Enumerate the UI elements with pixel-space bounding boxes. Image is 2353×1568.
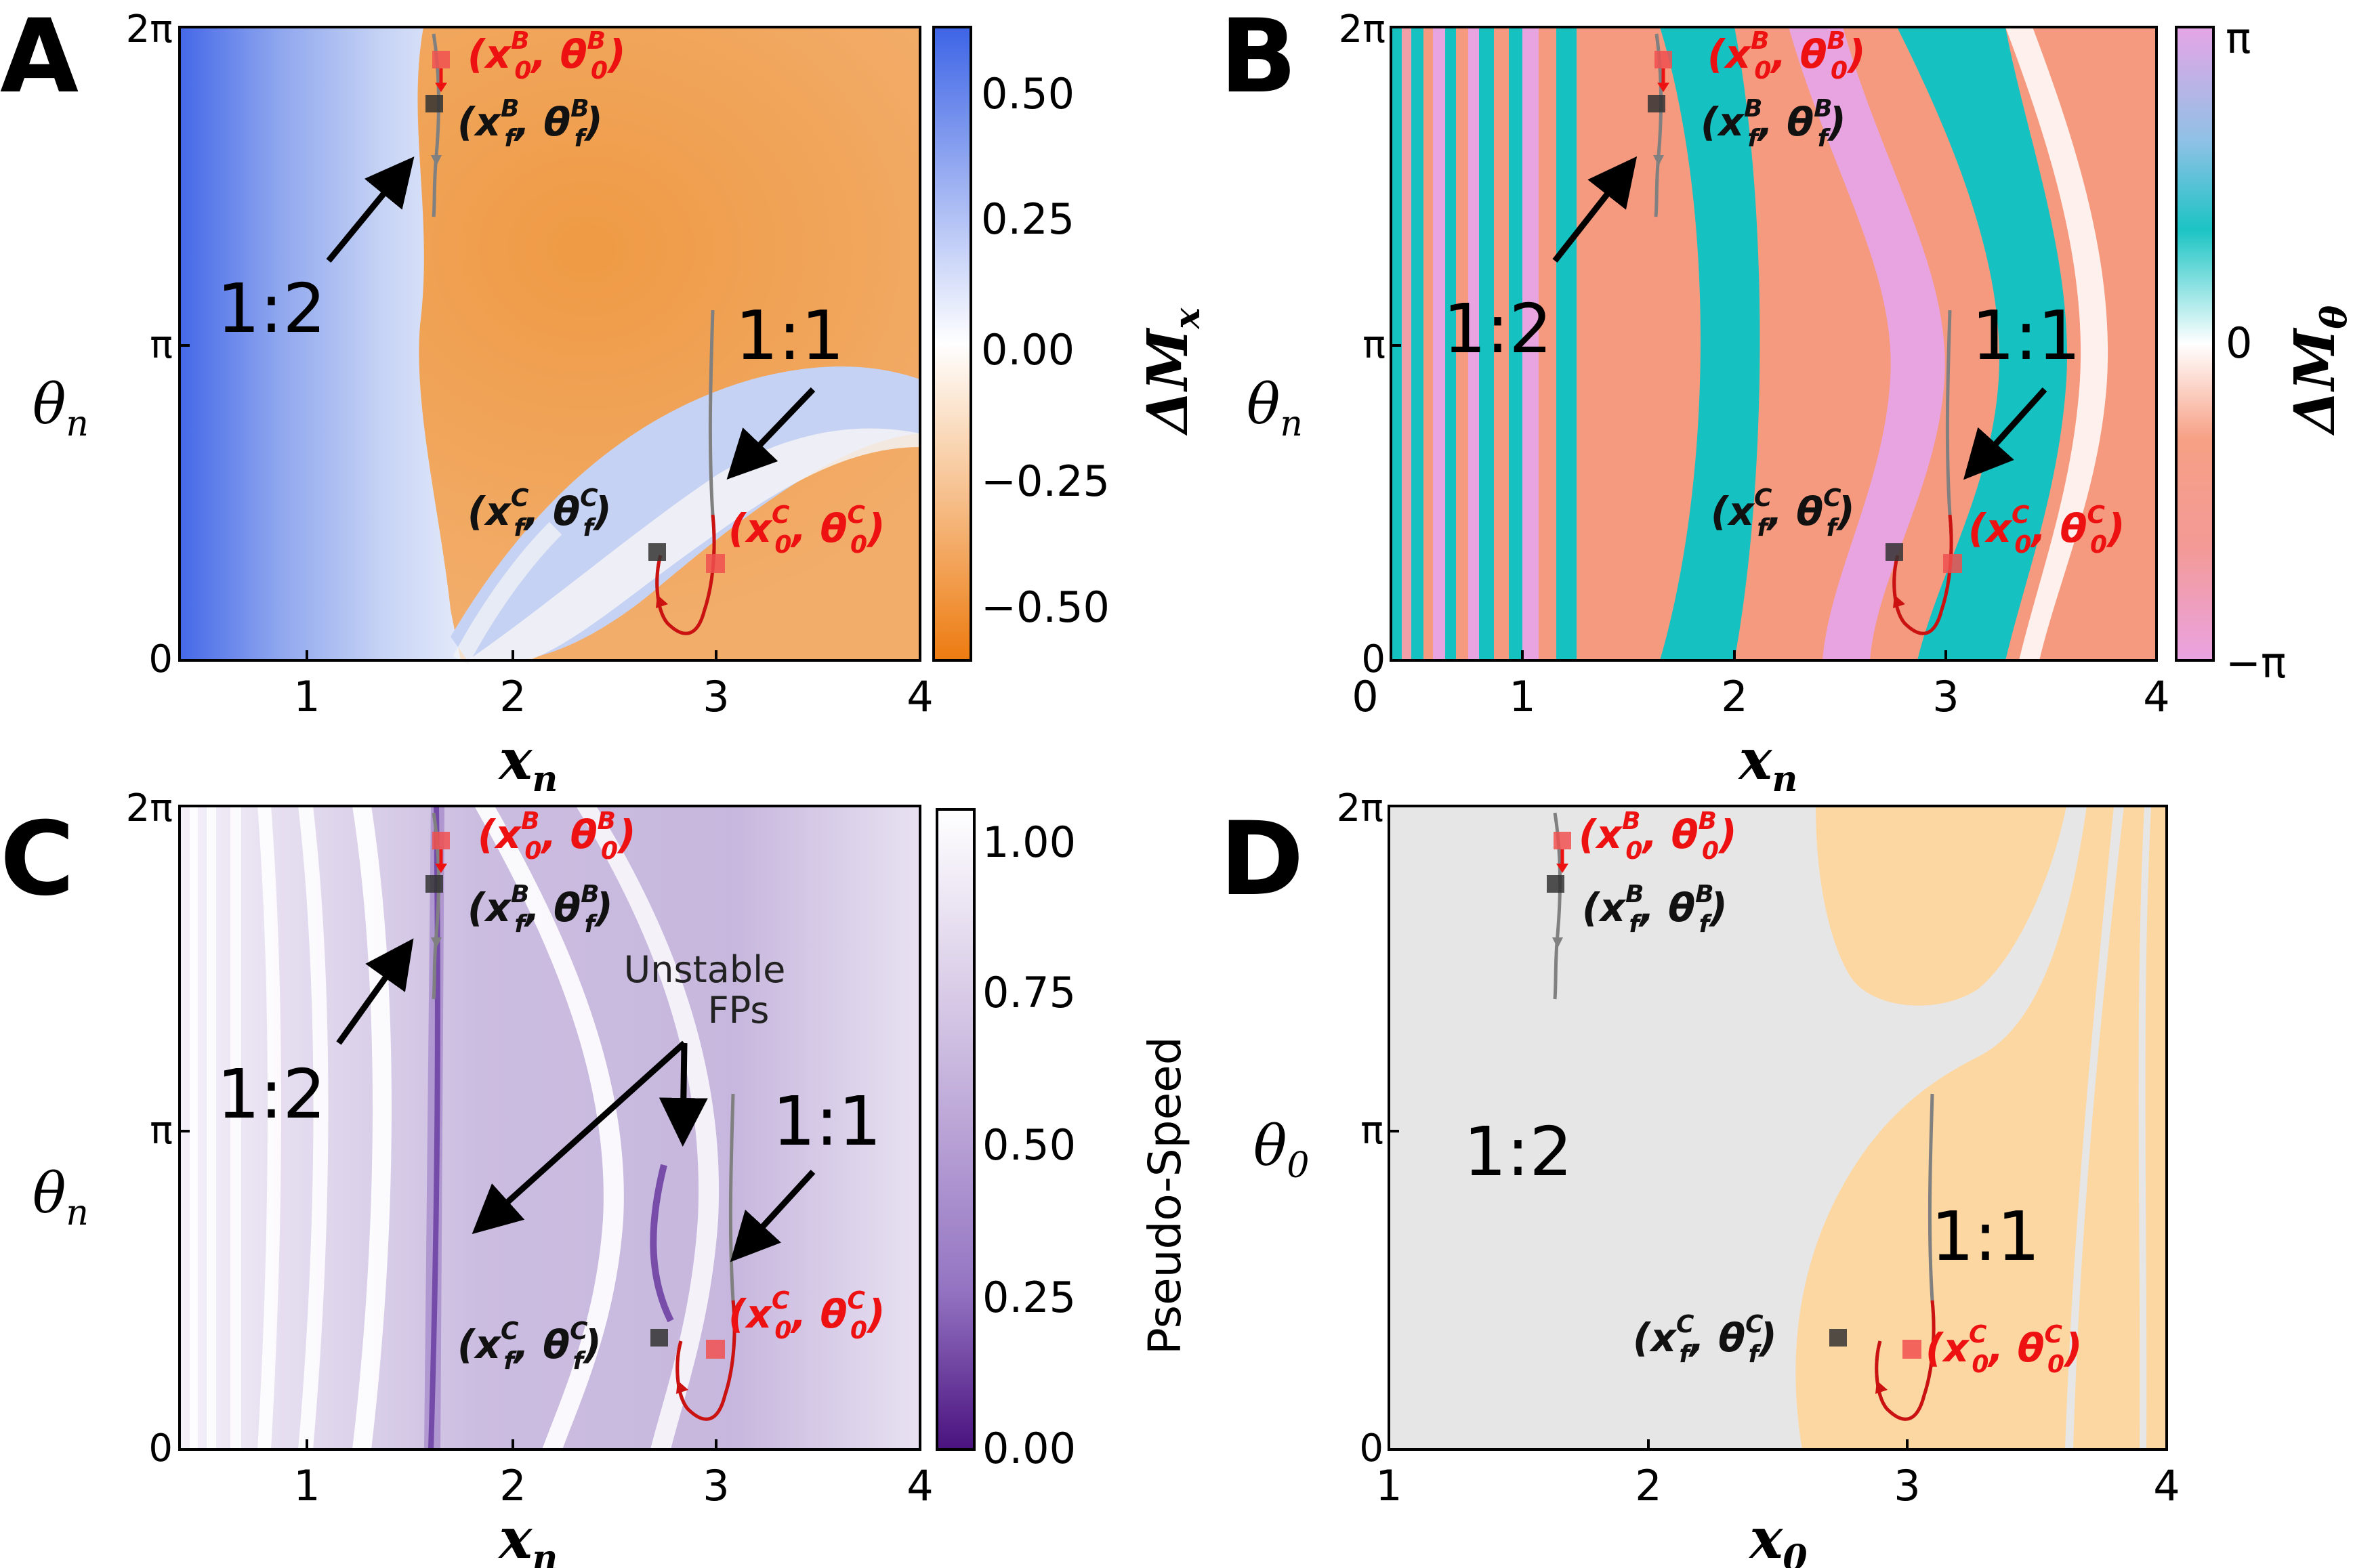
svg-text:2π: 2π [126,7,173,51]
unstable-fps-label-line1: Unstable [624,948,786,991]
x-axis-a: 1 2 3 4 [293,650,934,721]
y-axis-b: 0 π 2π [1339,7,1401,681]
svg-text:2π: 2π [1337,786,1383,830]
annotation-1-1: 1:1 [1972,296,2081,375]
svg-text:0: 0 [1352,672,1378,721]
svg-text:0.00: 0.00 [981,325,1075,375]
svg-text:2: 2 [1721,672,1747,721]
y-label-d: θ0 [1253,1114,1309,1186]
annotation-1-2: 1:2 [217,269,326,348]
svg-text:4: 4 [907,672,933,721]
y-label-a: θn [33,373,89,444]
svg-text:0: 0 [148,637,173,681]
svg-text:ΔMx: ΔMx [1136,308,1208,436]
svg-text:2: 2 [1635,1461,1661,1510]
label-xfB: (xB f, θB f) [1701,95,1846,152]
svg-text:0: 0 [1359,1426,1383,1470]
svg-text:1: 1 [1375,1461,1402,1510]
svg-text:0.25: 0.25 [982,1273,1076,1322]
x-axis-d: 1 2 3 4 [1375,1439,2180,1510]
y-axis-a: 0 π 2π [126,7,190,681]
svg-text:0: 0 [148,1426,173,1470]
svg-text:4: 4 [2143,672,2169,721]
label-xfC: (xC f, θC f) [467,484,612,542]
svg-text:3: 3 [703,672,729,721]
marker-xfC [648,543,666,561]
svg-text:−0.25: −0.25 [981,457,1110,506]
svg-text:2: 2 [499,672,526,721]
panel-c: C [0,786,1191,1568]
svg-text:0.75: 0.75 [982,968,1076,1017]
marker-xfB [425,95,443,112]
panel-letter: C [0,801,75,918]
svg-text:4: 4 [907,1461,933,1510]
panel-a: A 1:2 1:1 (xB 0 [0,0,1208,800]
panel-letter: B [1220,0,1297,116]
svg-text:3: 3 [1932,672,1959,721]
colorbar-b: π 0 −π ΔMθ [2175,14,2353,687]
svg-text:0.25: 0.25 [981,194,1075,244]
label-xfC: (xC f, θC f) [1633,1311,1777,1368]
annotation-1-1: 1:1 [1931,1197,2040,1276]
x-axis-b: 0 1 2 3 4 [1352,650,2170,721]
svg-text:2π: 2π [126,786,173,830]
svg-text:π: π [1362,323,1386,367]
annotation-1-2: 1:2 [1463,1112,1573,1191]
svg-text:0.50: 0.50 [982,1120,1076,1170]
panel-letter: A [0,0,79,116]
svg-text:ΔMθ: ΔMθ [2283,305,2353,436]
panel-letter: D [1220,801,1304,918]
x-label-a: xn [498,727,558,800]
colorbar-c: 1.00 0.75 0.50 0.25 0.00 Pseudo-Speed [936,808,1191,1473]
svg-text:1: 1 [1509,672,1535,721]
svg-text:π: π [2226,14,2251,63]
svg-text:π: π [150,323,173,367]
x-label-c: xn [498,1506,558,1568]
svg-text:0: 0 [1361,637,1386,681]
y-axis-d: 0 π 2π [1337,786,1399,1470]
svg-text:0: 0 [2226,318,2252,368]
svg-text:2: 2 [499,1461,526,1510]
svg-text:−π: −π [2226,638,2286,687]
label-xfB: (xB f, θB f) [467,881,613,938]
svg-text:1: 1 [293,1461,320,1510]
x-axis-c: 1 2 3 4 [293,1439,934,1510]
svg-text:1.00: 1.00 [982,818,1076,867]
svg-text:1: 1 [293,672,320,721]
svg-text:2π: 2π [1339,7,1386,51]
annotation-1-2: 1:2 [217,1055,326,1134]
svg-text:−0.50: −0.50 [981,582,1110,632]
panel-b: B [1220,0,2353,800]
y-label-c: θn [33,1162,89,1233]
svg-text:Pseudo-Speed: Pseudo-Speed [1139,1036,1191,1355]
panel-d: D 1:2 1:1 (xB 0, θB 0) (xB f, θB f) (xC f [1220,786,2180,1568]
unstable-fps-label-line2: FPs [708,989,770,1032]
x-label-d: x0 [1748,1506,1807,1568]
svg-text:0.00: 0.00 [982,1424,1076,1473]
colorbar-a: 0.50 0.25 0.00 −0.25 −0.50 ΔMx [932,26,1208,662]
annotation-1-2: 1:2 [1443,289,1552,368]
y-axis-c: 0 π 2π [126,786,190,1470]
svg-text:3: 3 [703,1461,729,1510]
x-label-b: xn [1738,727,1798,800]
marker-x0C [706,554,725,573]
heatmap-a [178,26,921,665]
svg-text:π: π [150,1109,173,1153]
annotation-1-1: 1:1 [735,296,844,375]
svg-text:(xCf, θCf): (xC f, θC f) [467,484,612,542]
y-label-b: θn [1247,373,1303,444]
annotation-1-1: 1:1 [772,1082,881,1161]
label-x0C: (xC 0, θC 0) [728,1287,886,1344]
heatmap-d [1388,805,2168,1451]
svg-text:0.50: 0.50 [981,69,1075,119]
svg-text:π: π [1360,1109,1383,1153]
svg-text:4: 4 [2153,1461,2180,1510]
marker-x0B [432,51,450,68]
svg-text:3: 3 [1894,1461,1920,1510]
